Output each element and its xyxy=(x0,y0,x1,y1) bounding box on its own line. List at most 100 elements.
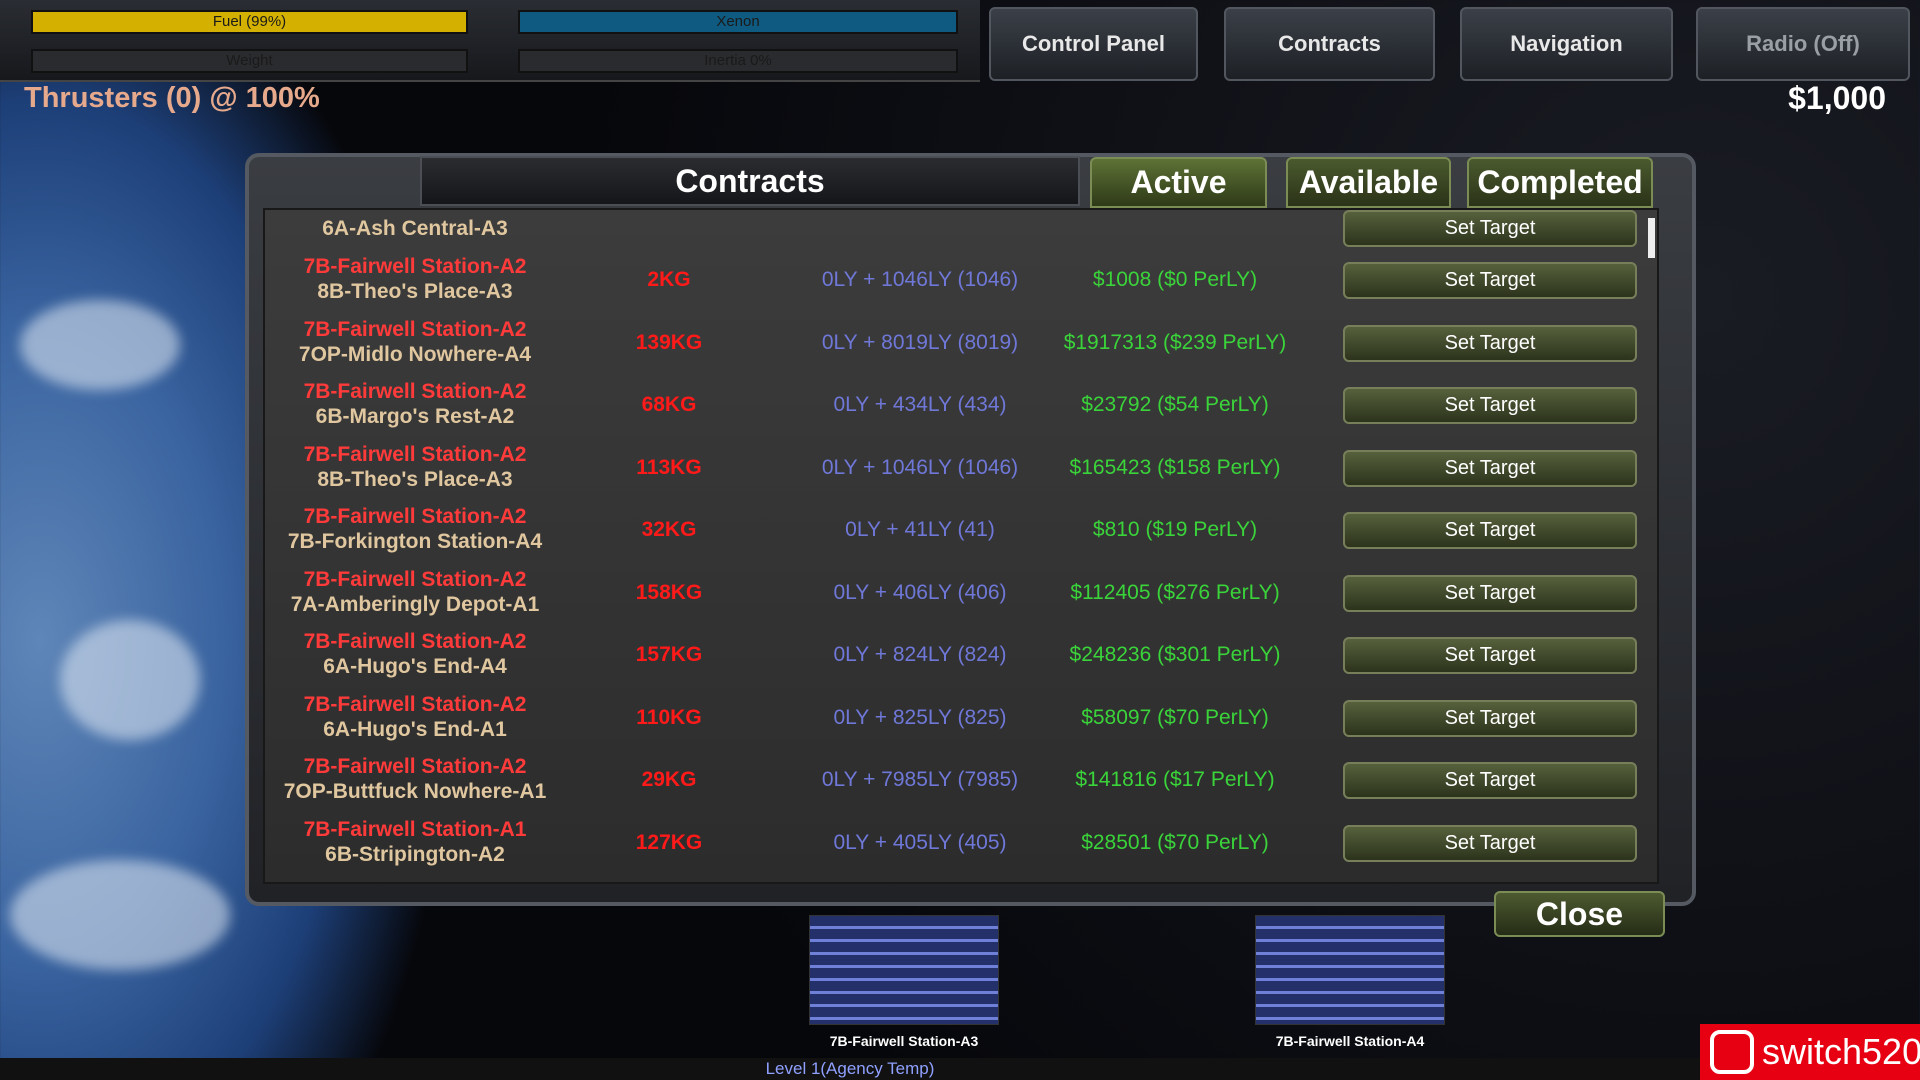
contract-row: 7B-Fairwell Station-A2 7OP-Midlo Nowhere-… xyxy=(265,313,1657,375)
earth-cloud xyxy=(20,300,180,390)
control-panel-button[interactable]: Control Panel xyxy=(989,7,1198,81)
distance-value: 0LY + 825LY (825) xyxy=(833,705,1007,729)
destination-label: 7B-Forkington Station-A4 xyxy=(287,530,543,553)
pay-value: $141816 ($17 PerLY) xyxy=(1075,768,1275,791)
set-target-button[interactable]: Set Target xyxy=(1343,574,1637,612)
station-icon[interactable] xyxy=(809,915,999,1025)
set-target-button[interactable]: Set Target xyxy=(1343,387,1637,424)
distance-value: 0LY + 434LY (434) xyxy=(833,393,1007,416)
pay-value: $58097 ($70 PerLY) xyxy=(1081,705,1269,729)
weight-value: 2KG xyxy=(647,268,691,291)
weight-value: 157KG xyxy=(635,643,703,666)
contract-row-partial: 6A-Ash Central-A3 Set Target xyxy=(265,210,1657,248)
contracts-list[interactable]: 6A-Ash Central-A3 Set Target 7B-Fairwell… xyxy=(263,208,1659,884)
contract-row: 7B-Fairwell Station-A2 6A-Hugo's End-A4 15… xyxy=(265,625,1657,687)
weight-bar: Weight xyxy=(31,49,468,73)
fuel-bar: Fuel (99%) xyxy=(31,10,468,34)
list-scrollbar[interactable] xyxy=(1648,218,1655,258)
distance-value: 0LY + 1046LY (1046) xyxy=(821,268,1019,291)
set-target-button[interactable]: Set Target xyxy=(1343,512,1637,549)
pay-value: $810 ($19 PerLY) xyxy=(1092,518,1258,541)
destination-label: 8B-Theo's Place-A3 xyxy=(317,280,513,303)
level-status: Level 1(Agency Temp) xyxy=(0,1058,1700,1080)
weight-value: 29KG xyxy=(641,768,697,791)
origin-label: 7B-Fairwell Station-A2 xyxy=(303,442,527,466)
station-label: 7B-Fairwell Station-A3 xyxy=(829,1033,979,1049)
contract-row: 7B-Fairwell Station-A2 8B-Theo's Place-A3… xyxy=(265,438,1657,500)
tab-available[interactable]: Available xyxy=(1286,157,1451,208)
inertia-bar: Inertia 0% xyxy=(518,49,958,73)
radio-button[interactable]: Radio (Off) xyxy=(1696,7,1910,81)
origin-label: 7B-Fairwell Station-A2 xyxy=(303,692,527,716)
origin-label: 7B-Fairwell Station-A2 xyxy=(303,630,527,653)
origin-label: 7B-Fairwell Station-A2 xyxy=(303,380,527,403)
distance-value: 0LY + 405LY (405) xyxy=(833,830,1007,854)
contract-row: 7B-Fairwell Station-A2 8B-Theo's Place-A3… xyxy=(265,250,1657,312)
destination-label: 6A-Hugo's End-A4 xyxy=(323,655,507,678)
destination-label: 7A-Amberingly Depot-A1 xyxy=(290,592,540,616)
pay-value: $1917313 ($239 PerLY) xyxy=(1063,330,1287,354)
weight-value: 139KG xyxy=(635,330,703,354)
weight-value: 113KG xyxy=(636,455,702,479)
pay-value: $28501 ($70 PerLY) xyxy=(1081,830,1269,854)
distance-value: 0LY + 8019LY (8019) xyxy=(821,330,1019,354)
station-icon[interactable] xyxy=(1255,915,1445,1025)
set-target-button[interactable]: Set Target xyxy=(1343,824,1637,862)
pay-value: $1008 ($0 PerLY) xyxy=(1092,268,1258,291)
set-target-button[interactable]: Set Target xyxy=(1343,637,1637,674)
origin-label: 7B-Fairwell Station-A2 xyxy=(303,755,527,778)
pay-value: $165423 ($158 PerLY) xyxy=(1069,455,1281,479)
contract-row: 7B-Fairwell Station-A2 7OP-Buttfuck Nowhe… xyxy=(265,750,1657,812)
set-target-button[interactable]: Set Target xyxy=(1343,449,1637,487)
set-target-button[interactable]: Set Target xyxy=(1343,210,1637,247)
panel-title: Contracts xyxy=(420,156,1080,206)
set-target-button[interactable]: Set Target xyxy=(1343,324,1637,362)
set-target-button[interactable]: Set Target xyxy=(1343,699,1637,737)
origin-label: 7B-Fairwell Station-A2 xyxy=(303,255,527,278)
origin-label: 7B-Fairwell Station-A2 xyxy=(303,505,527,528)
distance-value: 0LY + 7985LY (7985) xyxy=(821,768,1019,791)
destination-label: 7OP-Buttfuck Nowhere-A1 xyxy=(283,780,547,803)
earth-cloud xyxy=(10,860,230,970)
thrusters-readout: Thrusters (0) @ 100% xyxy=(24,82,320,114)
weight-value: 158KG xyxy=(635,580,703,604)
earth-cloud xyxy=(60,620,200,740)
distance-value: 0LY + 406LY (406) xyxy=(833,580,1007,604)
navigation-button[interactable]: Navigation xyxy=(1460,7,1673,81)
weight-value: 68KG xyxy=(641,393,697,416)
pay-value: $112405 ($276 PerLY) xyxy=(1070,580,1280,604)
contract-row: 7B-Fairwell Station-A2 7B-Forkington Stat… xyxy=(265,500,1657,562)
contract-row: 7B-Fairwell Station-A2 6B-Margo's Rest-A2… xyxy=(265,375,1657,437)
tab-active[interactable]: Active xyxy=(1090,157,1267,208)
destination-label: 6B-Margo's Rest-A2 xyxy=(315,405,515,428)
distance-value: 0LY + 1046LY (1046) xyxy=(821,455,1019,479)
set-target-button[interactable]: Set Target xyxy=(1343,762,1637,799)
pay-value: $248236 ($301 PerLY) xyxy=(1069,643,1281,666)
contract-row: 7B-Fairwell Station-A2 6A-Hugo's End-A1 11… xyxy=(265,688,1657,750)
destination-label: 7OP-Midlo Nowhere-A4 xyxy=(298,342,532,366)
contract-row: 7B-Fairwell Station-A1 6B-Stripington-A2 1… xyxy=(265,813,1657,875)
destination-label: 6B-Stripington-A2 xyxy=(325,842,505,866)
money-readout: $1,000 xyxy=(1788,80,1886,116)
close-button[interactable]: Close xyxy=(1494,891,1665,937)
destination-label: 6A-Hugo's End-A1 xyxy=(323,717,507,741)
origin-label: 7B-Fairwell Station-A1 xyxy=(303,817,527,841)
destination-label: 6A-Ash Central-A3 xyxy=(322,217,508,240)
destination-label: 8B-Theo's Place-A3 xyxy=(317,467,513,491)
watermark-logo: switch520 xyxy=(1700,1024,1920,1080)
xenon-bar: Xenon xyxy=(518,10,958,34)
contracts-button[interactable]: Contracts xyxy=(1224,7,1435,81)
tab-completed[interactable]: Completed xyxy=(1467,157,1653,208)
switch-logo-icon xyxy=(1710,1030,1754,1074)
origin-label: 7B-Fairwell Station-A2 xyxy=(303,567,527,591)
contract-row: 7B-Fairwell Station-A2 7A-Amberingly Depo… xyxy=(265,563,1657,625)
set-target-button[interactable]: Set Target xyxy=(1343,262,1637,299)
distance-value: 0LY + 824LY (824) xyxy=(833,643,1007,666)
pay-value: $23792 ($54 PerLY) xyxy=(1081,393,1269,416)
distance-value: 0LY + 41LY (41) xyxy=(845,518,995,541)
origin-label: 7B-Fairwell Station-A2 xyxy=(303,317,527,341)
weight-value: 32KG xyxy=(641,518,697,541)
weight-value: 127KG xyxy=(635,830,703,854)
station-label: 7B-Fairwell Station-A4 xyxy=(1275,1033,1425,1049)
weight-value: 110KG xyxy=(636,705,702,729)
